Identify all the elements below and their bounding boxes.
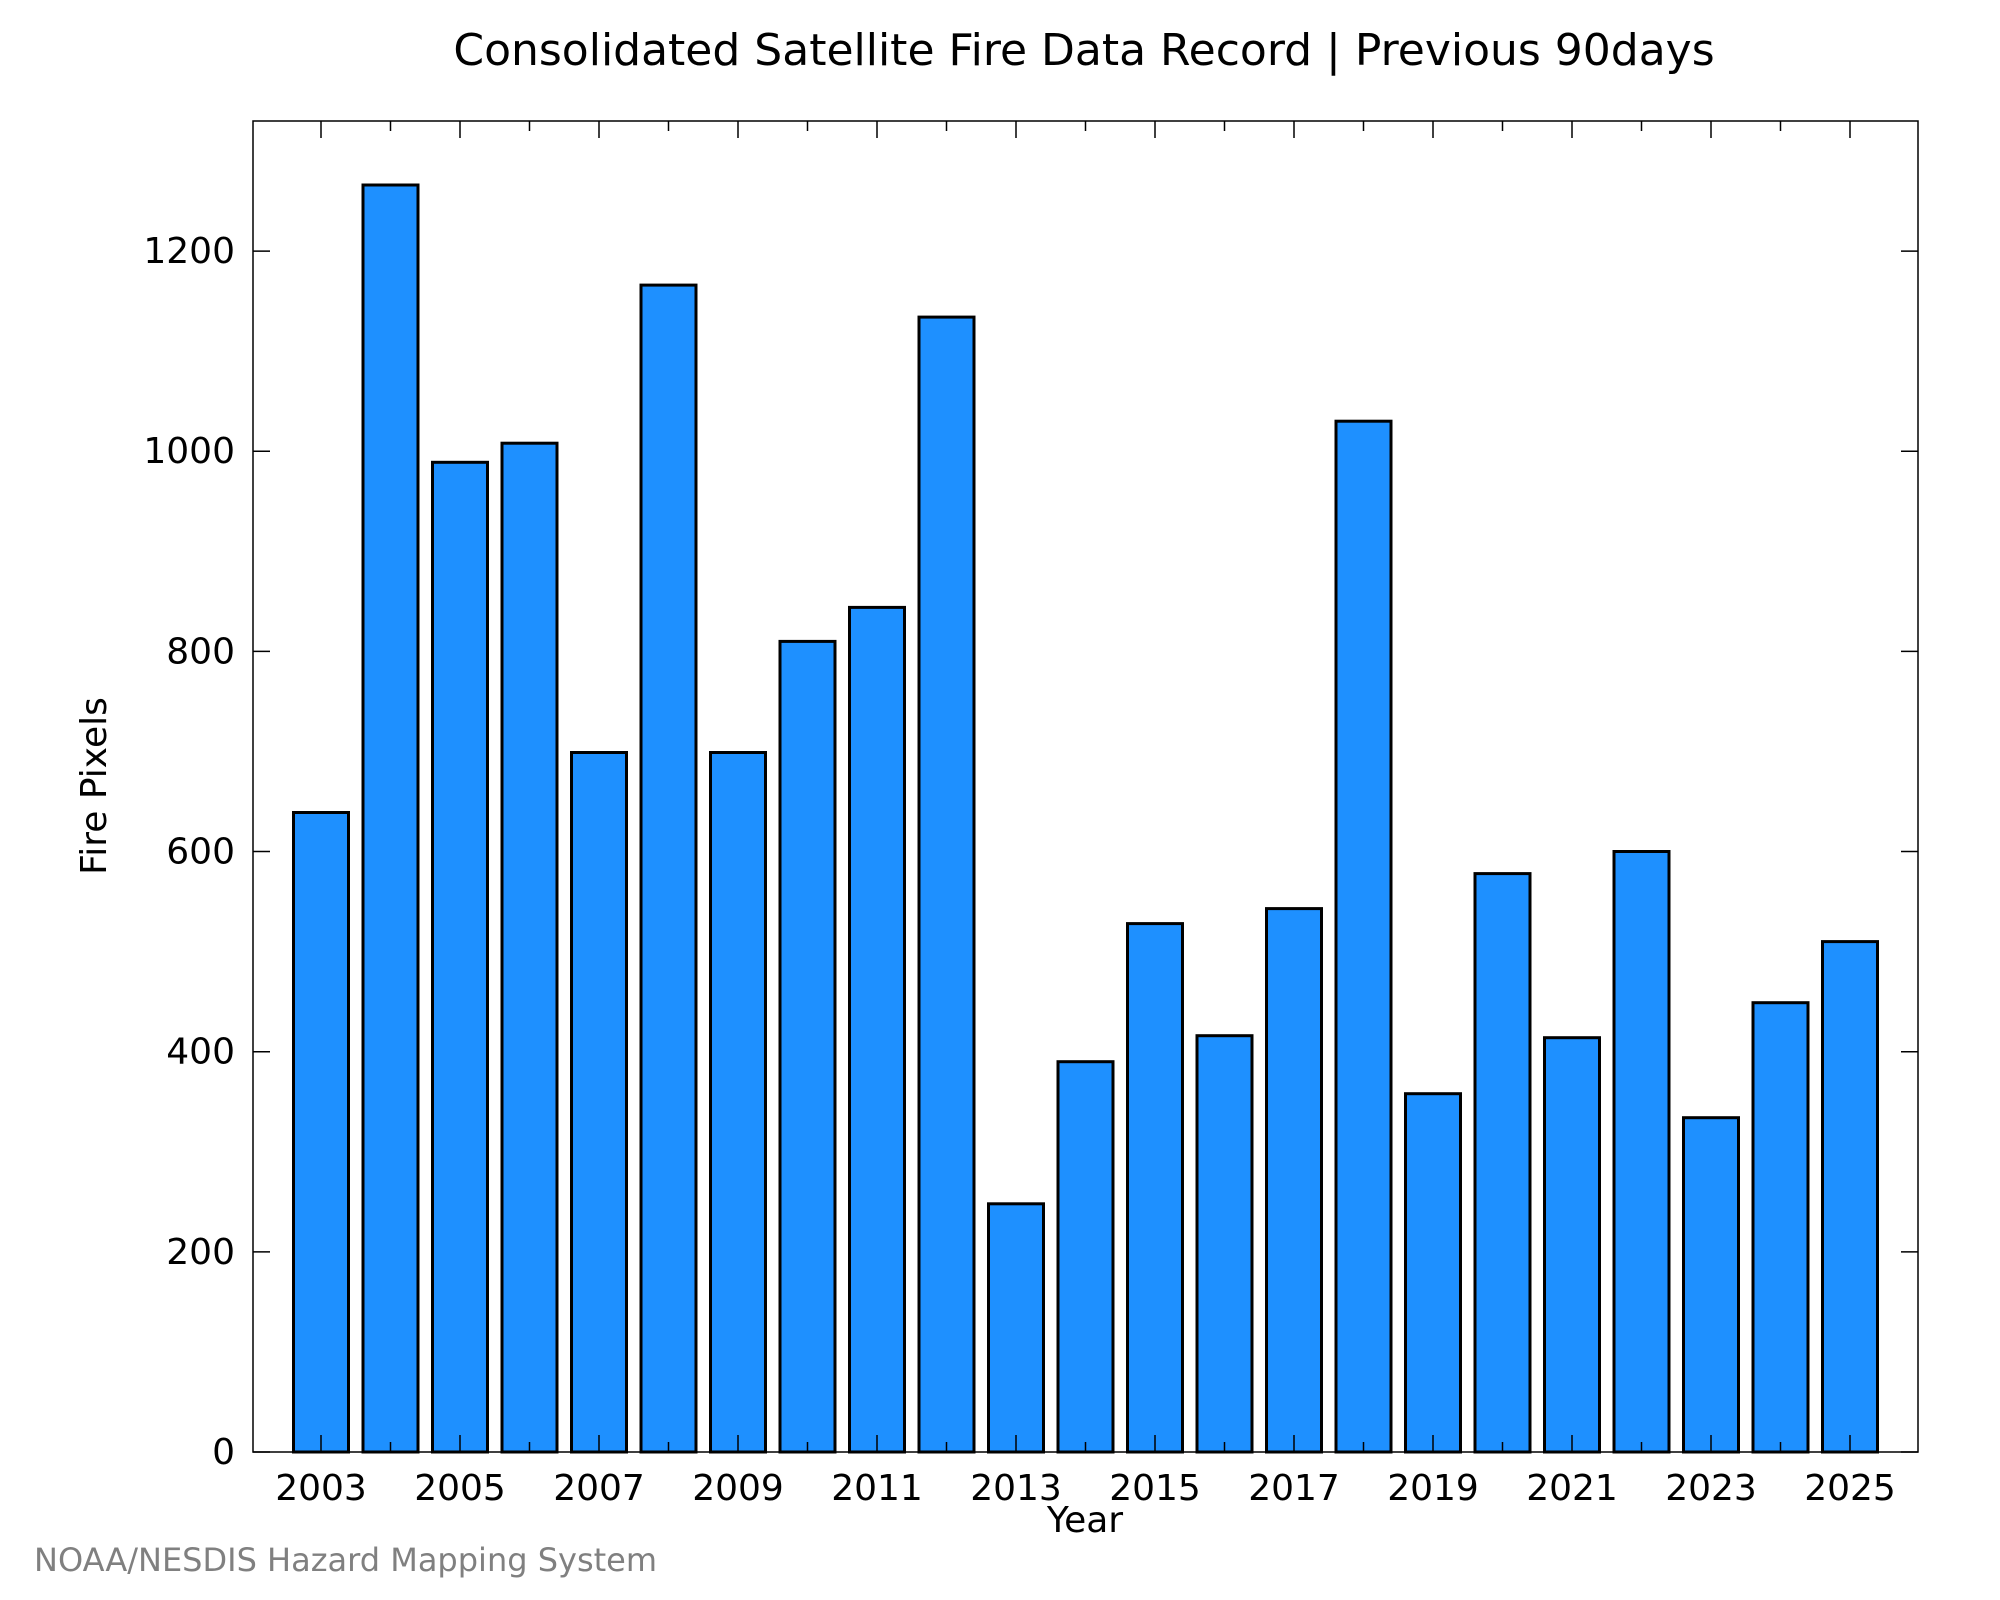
bar-2020 [1473, 872, 1532, 1454]
bar-2013 [987, 1202, 1045, 1454]
bar-2015 [1126, 922, 1184, 1454]
bar-2024 [1751, 1001, 1810, 1454]
x-tick-label-2017: 2017 [1248, 1468, 1340, 1509]
y-tick-label-0: 0 [212, 1432, 235, 1473]
x-tick-label-2021: 2021 [1526, 1468, 1618, 1509]
source-credit: NOAA/NESDIS Hazard Mapping System [34, 1541, 658, 1579]
x-tick-label-2007: 2007 [553, 1468, 645, 1509]
bar-2005 [431, 460, 489, 1454]
bar-2004 [361, 183, 420, 1454]
x-tick-label-2005: 2005 [414, 1468, 506, 1509]
x-axis-label: Year [1046, 1500, 1123, 1541]
bar-2012 [917, 315, 976, 1454]
y-tick-label-200: 200 [166, 1232, 235, 1273]
x-tick-label-2025: 2025 [1804, 1468, 1896, 1509]
x-tick-label-2015: 2015 [1109, 1468, 1201, 1509]
x-tick-label-2019: 2019 [1387, 1468, 1479, 1509]
bar-2023 [1682, 1116, 1740, 1454]
bar-2016 [1195, 1034, 1254, 1454]
x-tick-label-2011: 2011 [831, 1468, 923, 1509]
bar-2022 [1612, 850, 1671, 1454]
y-tick-label-600: 600 [166, 832, 235, 873]
bar-2011 [848, 605, 906, 1454]
bar-2025 [1821, 940, 1879, 1454]
x-axis-ticks: 2003 2005 2007 2009 2011 2013 2015 2017 2019 2021… [275, 121, 1896, 1509]
bar-2014 [1056, 1060, 1115, 1454]
y-tick-label-1200: 1200 [143, 231, 235, 272]
bar-2009 [709, 751, 767, 1454]
chart-title: Consolidated Satellite Fire Data Record … [453, 25, 1714, 76]
x-tick-label-2009: 2009 [692, 1468, 784, 1509]
y-axis-ticks: 0 200 400 600 800 1000 1200 [143, 231, 1918, 1473]
x-tick-label-2003: 2003 [275, 1468, 367, 1509]
y-tick-label-800: 800 [166, 631, 235, 672]
y-tick-label-1000: 1000 [143, 431, 235, 472]
y-tick-label-400: 400 [166, 1032, 235, 1073]
bar-2008 [639, 283, 698, 1454]
bar-2017 [1265, 907, 1323, 1454]
bar-2007 [570, 751, 628, 1454]
bar-2019 [1404, 1092, 1462, 1454]
y-axis-label: Fire Pixels [74, 697, 115, 875]
bar-2003 [292, 811, 350, 1454]
bar-2010 [778, 639, 837, 1454]
x-tick-label-2013: 2013 [970, 1468, 1062, 1509]
bar-2021 [1543, 1036, 1601, 1454]
bar-2018 [1334, 419, 1393, 1454]
x-tick-label-2023: 2023 [1665, 1468, 1757, 1509]
bars-group [292, 183, 1879, 1454]
bar-2006 [500, 441, 559, 1454]
